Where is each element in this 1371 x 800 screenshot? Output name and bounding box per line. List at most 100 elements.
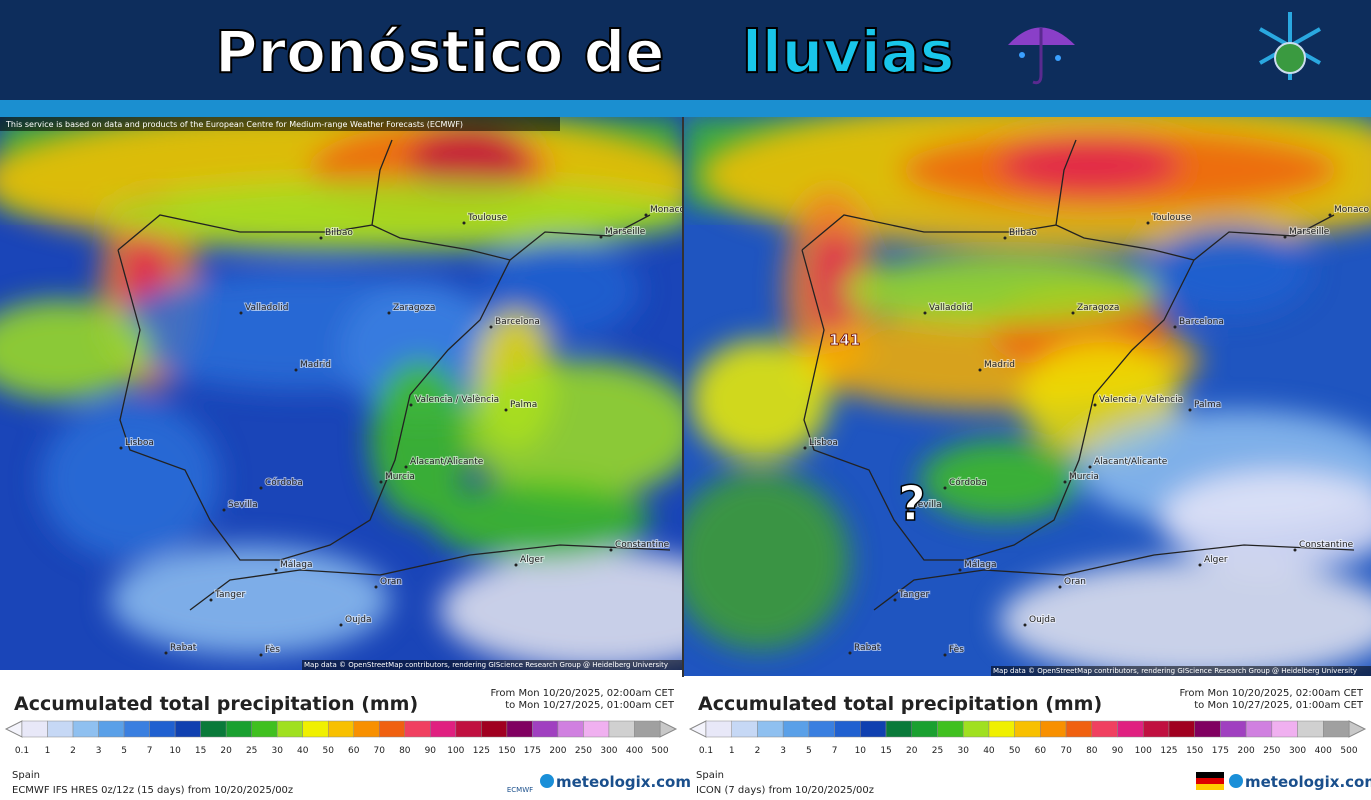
- scale-label: 50: [323, 746, 335, 756]
- scale-label: 7: [147, 746, 153, 756]
- period-from: From Mon 10/20/2025, 02:00am CET: [1180, 688, 1364, 699]
- city-label: Murcia: [1069, 472, 1099, 482]
- city-dot: [462, 221, 466, 225]
- scale-label: 0.1: [699, 746, 713, 756]
- scale-label: 175: [524, 746, 541, 756]
- title-main: Pronóstico de: [215, 18, 665, 86]
- city-label: Murcia: [385, 472, 415, 482]
- scale-cell: [1117, 720, 1144, 738]
- city-dot: [943, 653, 947, 657]
- logo-icon: [1229, 774, 1243, 788]
- city-dot: [404, 465, 408, 469]
- precip-blob: [1150, 225, 1310, 315]
- city-label: Palma: [510, 400, 537, 410]
- city-label: Valladolid: [245, 303, 288, 313]
- scale-cell: [47, 720, 74, 738]
- city-label: Zaragoza: [393, 303, 435, 313]
- credit-bg: [991, 666, 1371, 676]
- scale-label: 2: [70, 746, 76, 756]
- divider: [682, 117, 684, 677]
- city-label: Sevilla: [912, 500, 942, 510]
- scale-cell: [860, 720, 887, 738]
- city-label: Valladolid: [929, 303, 972, 313]
- city-dot: [514, 563, 518, 567]
- city-dot: [609, 548, 613, 552]
- scale-cell: [455, 720, 482, 738]
- scale-cell: [149, 720, 176, 738]
- city-label: Oran: [380, 577, 402, 587]
- city-label: Madrid: [300, 360, 331, 370]
- city-dot: [222, 508, 226, 512]
- city-dot: [119, 446, 123, 450]
- precip-blob: [440, 550, 682, 670]
- precip-blob: [110, 545, 390, 655]
- city-dot: [294, 368, 298, 372]
- city-dot: [489, 325, 493, 329]
- precip-blob: [370, 360, 470, 520]
- city-label: Toulouse: [467, 213, 508, 223]
- city-dot: [906, 508, 910, 512]
- city-dot: [1198, 563, 1202, 567]
- city-dot: [848, 651, 852, 655]
- city-dot: [259, 486, 263, 490]
- scale-label: 10: [169, 746, 181, 756]
- city-dot: [1283, 235, 1287, 239]
- city-dot: [958, 568, 962, 572]
- city-dot: [1293, 548, 1297, 552]
- city-label: Alger: [1204, 555, 1228, 565]
- scale-cell: [251, 720, 278, 738]
- scale-label: 3: [96, 746, 102, 756]
- precip-blob: [920, 440, 1080, 520]
- city-label: Toulouse: [1151, 213, 1192, 223]
- credit-bg: [302, 660, 682, 670]
- city-dot: [1173, 325, 1177, 329]
- city-label: Marseille: [1289, 227, 1330, 237]
- model-info: ICON (7 days) from 10/20/2025/00z: [696, 785, 874, 796]
- map-right: Bilbao Toulouse Marseille Monaco Valladolid Z…: [684, 117, 1371, 676]
- city-dot: [164, 651, 168, 655]
- city-label: Córdoba: [949, 477, 987, 488]
- city-label: Marseille: [605, 227, 646, 237]
- scale-cell: [327, 720, 355, 738]
- scale-label: 80: [399, 746, 411, 756]
- map-credit: Map data © OpenStreetMap contributors, r…: [993, 667, 1357, 675]
- max-marker: 141: [829, 331, 860, 349]
- scale-cell: [557, 720, 584, 738]
- scale-label: 60: [1035, 746, 1047, 756]
- city-dot: [1003, 236, 1007, 240]
- city-label: Oujda: [1029, 615, 1056, 625]
- scale-cell: [430, 720, 457, 738]
- scale-cell: [1323, 720, 1350, 738]
- scale-cell: [1245, 720, 1273, 738]
- scale-cell: [808, 720, 835, 738]
- city-label: Fès: [949, 644, 964, 655]
- scale-cell: [1168, 720, 1195, 738]
- scale-arrow-left: [4, 720, 23, 738]
- scale-cell: [634, 720, 661, 738]
- precip-blob: [840, 255, 1160, 325]
- scale-label: 500: [651, 746, 668, 756]
- scale-label: 30: [271, 746, 283, 756]
- scale-label: 20: [220, 746, 232, 756]
- logo-text: meteologix.com: [1245, 773, 1371, 791]
- scale-label: 500: [1340, 746, 1357, 756]
- scale-cell: [911, 720, 938, 738]
- scale-cell: [1271, 720, 1298, 738]
- legend-title: Accumulated total precipitation (mm): [14, 693, 418, 715]
- scale-cell: [532, 720, 559, 738]
- city-label: Valencia / València: [415, 394, 499, 405]
- scale-label: 40: [297, 746, 309, 756]
- scale-label: 125: [473, 746, 490, 756]
- city-label: Barcelona: [495, 317, 540, 327]
- scale-label: 175: [1212, 746, 1229, 756]
- city-label: Valencia / València: [1099, 394, 1183, 405]
- city-label: Bilbao: [325, 228, 353, 238]
- city-dot: [409, 403, 413, 407]
- period-from: From Mon 10/20/2025, 02:00am CET: [491, 688, 675, 699]
- scale-label: 7: [832, 746, 838, 756]
- scale-label: 0.1: [15, 746, 29, 756]
- city-label: Zaragoza: [1077, 303, 1119, 313]
- city-label: Rabat: [170, 643, 197, 653]
- city-label: Constantine: [615, 540, 670, 550]
- city-label: Alacant/Alicante: [410, 457, 484, 467]
